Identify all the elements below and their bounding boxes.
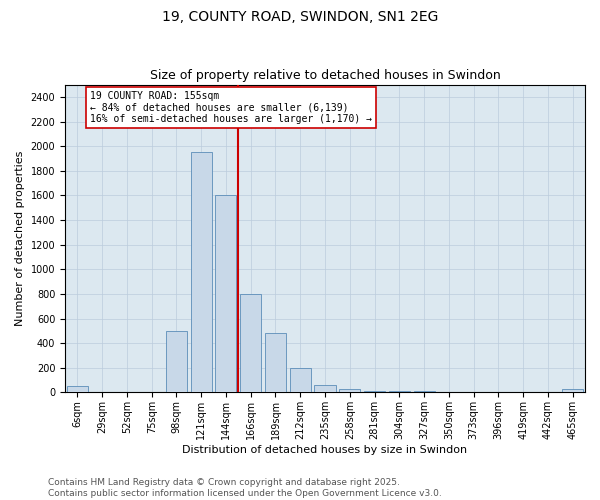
Text: Contains HM Land Registry data © Crown copyright and database right 2025.
Contai: Contains HM Land Registry data © Crown c… <box>48 478 442 498</box>
Bar <box>314 385 335 392</box>
Bar <box>562 388 583 392</box>
Text: 19, COUNTY ROAD, SWINDON, SN1 2EG: 19, COUNTY ROAD, SWINDON, SN1 2EG <box>162 10 438 24</box>
Bar <box>191 152 212 392</box>
Bar <box>166 331 187 392</box>
Bar <box>389 391 410 392</box>
Bar <box>265 334 286 392</box>
X-axis label: Distribution of detached houses by size in Swindon: Distribution of detached houses by size … <box>182 445 467 455</box>
Text: 19 COUNTY ROAD: 155sqm
← 84% of detached houses are smaller (6,139)
16% of semi-: 19 COUNTY ROAD: 155sqm ← 84% of detached… <box>90 90 372 124</box>
Bar <box>240 294 261 392</box>
Bar <box>290 368 311 392</box>
Bar <box>339 390 360 392</box>
Bar <box>364 390 385 392</box>
Y-axis label: Number of detached properties: Number of detached properties <box>15 151 25 326</box>
Title: Size of property relative to detached houses in Swindon: Size of property relative to detached ho… <box>149 69 500 82</box>
Bar <box>215 196 236 392</box>
Bar <box>67 386 88 392</box>
